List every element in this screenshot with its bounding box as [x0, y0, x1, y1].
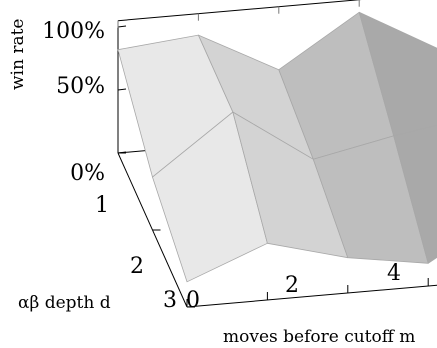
- surface-patches: [117, 11, 437, 283]
- y-tick-label-3: 3: [163, 288, 177, 313]
- y-tick-label-1: 1: [95, 193, 109, 218]
- back-top-edge: [117, 0, 362, 22]
- front-axis-frame: [117, 152, 437, 308]
- x-tick-label-4: 4: [387, 261, 401, 286]
- y-axis-label: αβ depth d: [18, 293, 111, 313]
- z-tick-label-0pct: 0%: [70, 161, 105, 186]
- x-tick-label-0: 0: [186, 288, 200, 313]
- z-tick-mark: [117, 88, 127, 91]
- z-tick-label-50pct: 50%: [56, 74, 105, 99]
- surface-patch: [358, 11, 437, 137]
- z-tick-label-100pct: 100%: [42, 19, 105, 44]
- y-tick-label-2: 2: [130, 254, 144, 279]
- z-axis-label: win rate: [8, 19, 28, 91]
- x-tick-label-2: 2: [285, 273, 299, 298]
- surface-patch: [393, 124, 437, 264]
- x-axis-label: moves before cutoff m: [223, 327, 415, 347]
- z-tick-mark: [117, 25, 127, 28]
- x-axis-line: [186, 284, 437, 308]
